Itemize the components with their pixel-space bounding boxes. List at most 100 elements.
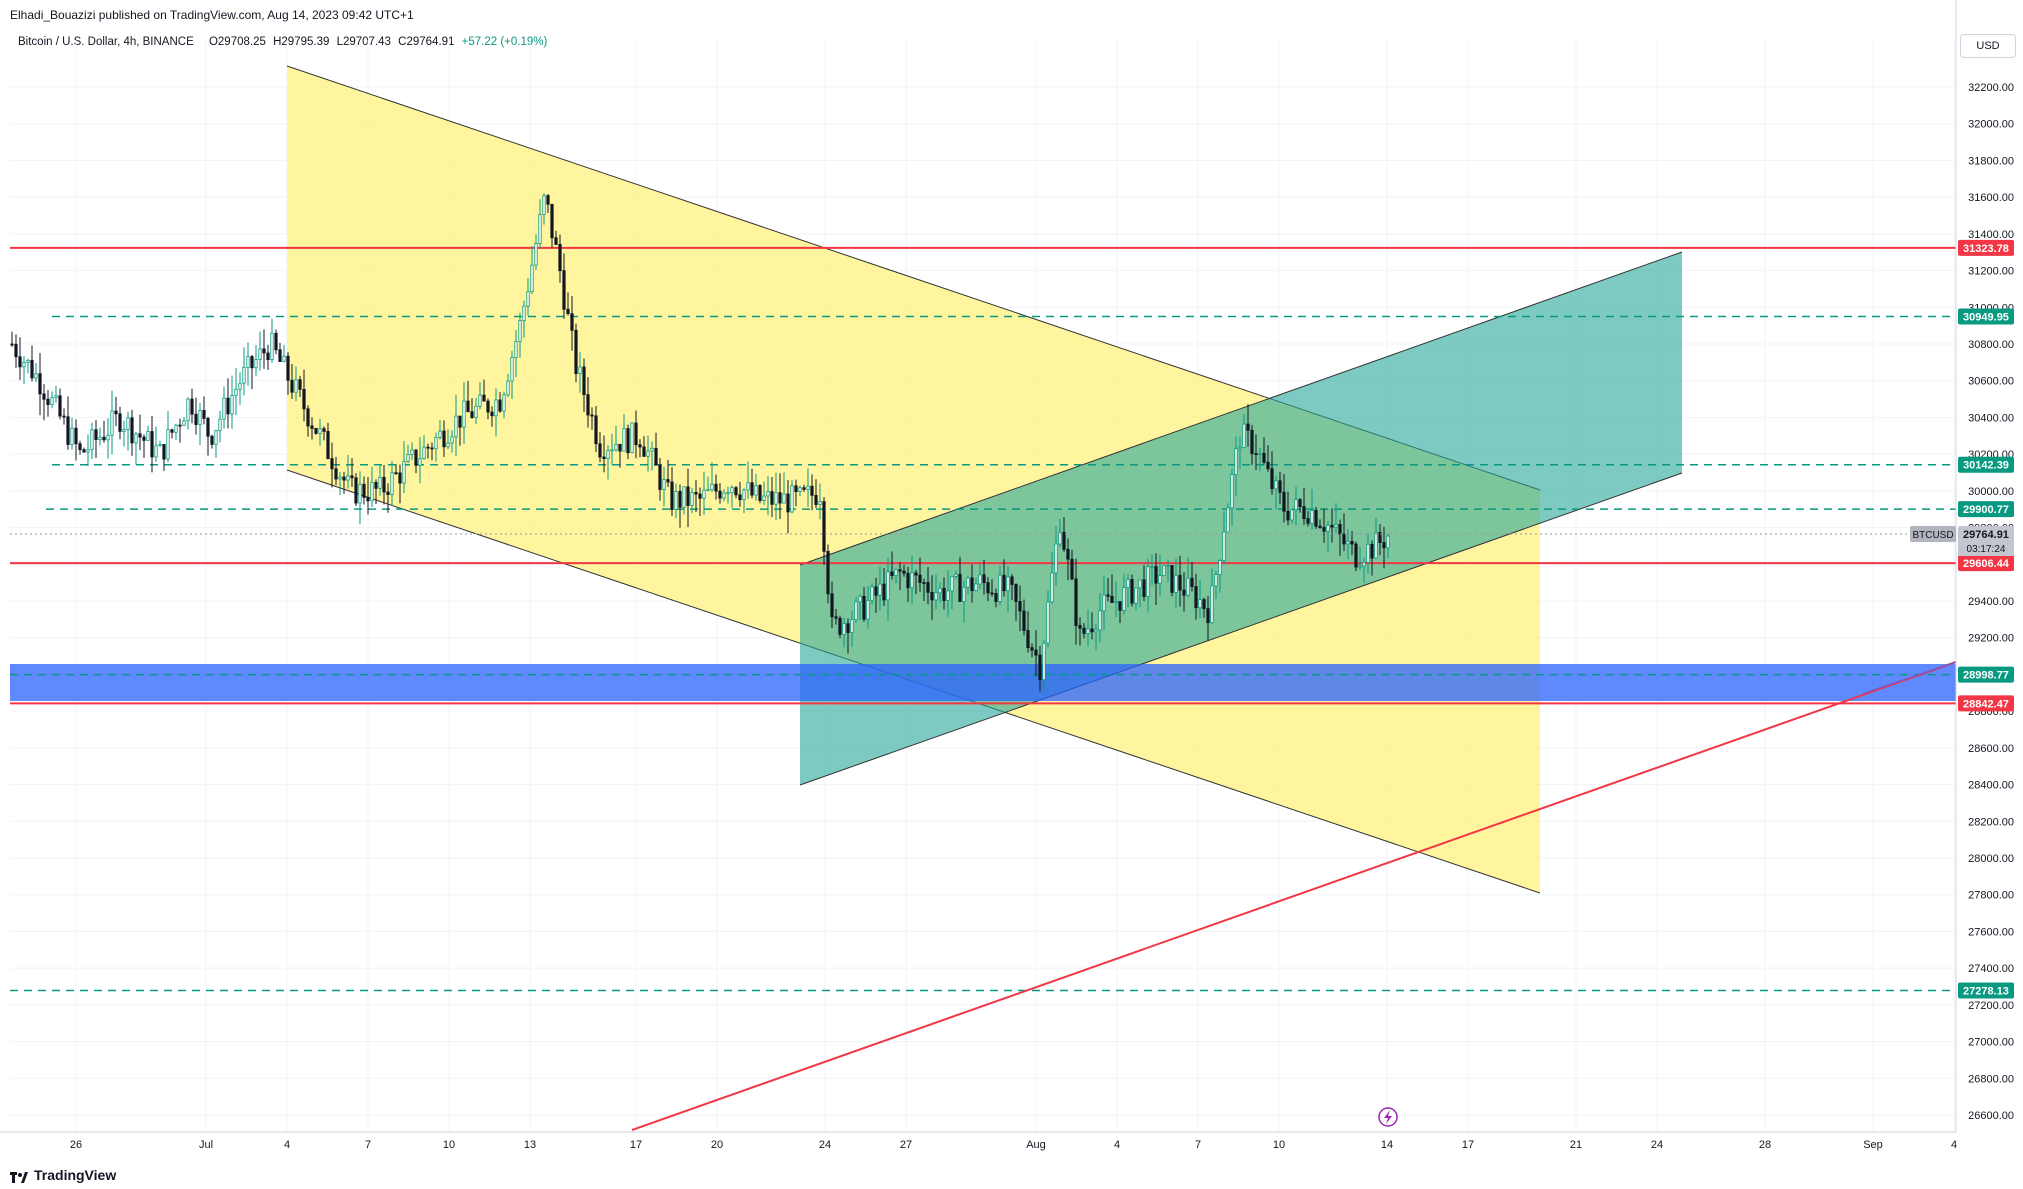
candle-body: [266, 352, 270, 361]
time-tick-label: 21: [1570, 1139, 1582, 1151]
candle-body: [1230, 474, 1234, 509]
candle-body: [262, 348, 266, 354]
candle-body: [670, 481, 674, 510]
price-tick-label: 28000.00: [1968, 853, 2014, 865]
candle-body: [814, 494, 818, 505]
candle-body: [122, 429, 126, 432]
candle-body: [334, 468, 338, 480]
candle-body: [778, 492, 782, 504]
blue-support-zone[interactable]: [10, 664, 1956, 701]
price-level-tag: [1958, 501, 2014, 518]
candle-body: [74, 427, 78, 445]
candle-body: [470, 411, 474, 418]
candle-body: [830, 593, 834, 618]
candle-body: [1106, 594, 1110, 597]
candle-body: [446, 442, 450, 448]
candle-body: [826, 550, 830, 595]
teal-channel-fill[interactable]: [800, 252, 1682, 785]
candle-body: [326, 430, 330, 460]
price-tick-label: 30800.00: [1968, 339, 2014, 351]
candle-body: [754, 485, 758, 496]
candle-body: [510, 357, 514, 382]
candle-body: [1374, 532, 1378, 559]
price-tick-label: 29400.00: [1968, 596, 2014, 608]
candle-body: [230, 395, 234, 415]
candle-body: [474, 405, 478, 418]
candle-body: [570, 313, 574, 331]
candle-body: [1226, 507, 1230, 533]
symbol-line[interactable]: Bitcoin / U.S. Dollar, 4h, BINANCE: [18, 36, 194, 48]
time-axis[interactable]: 26 Jul 4 7 10 13 17 20 24 27 Aug 4 7 10 14 17 21 24 28 Sep 4: [0, 1131, 1957, 1151]
candle-body: [1138, 579, 1142, 589]
candle-body: [130, 417, 134, 444]
candle-body: [850, 619, 854, 634]
candle-body: [114, 410, 118, 415]
candle-body: [98, 436, 102, 440]
candle-body: [638, 444, 642, 448]
candle-body: [346, 475, 350, 481]
candle-body: [534, 243, 538, 266]
candle-body: [914, 572, 918, 576]
price-level-tag-text: 28842.47: [1963, 698, 2009, 710]
time-tick-label: 4: [1114, 1139, 1120, 1151]
candle-body: [286, 355, 290, 381]
last-price-marker: BTCUSD 29764.91 03:17:24: [10, 526, 2014, 557]
candle-body: [834, 616, 838, 619]
candle-body: [878, 583, 882, 596]
candle-body: [974, 583, 978, 592]
lightning-event-icon[interactable]: [1378, 1107, 1398, 1127]
candle-body: [1194, 586, 1198, 609]
candle-body: [302, 388, 306, 410]
candle-body: [1202, 599, 1206, 610]
candle-body: [354, 477, 358, 504]
red-trend-line[interactable]: [631, 661, 1957, 1131]
candle-body: [886, 571, 890, 601]
candle-body: [58, 395, 62, 417]
teal-channel-upper-line[interactable]: [799, 251, 1683, 566]
candle-body: [26, 359, 30, 363]
candle-body: [1050, 572, 1054, 603]
purple-trend-line-tail[interactable]: [1861, 661, 1957, 695]
candle-body: [1142, 579, 1146, 597]
candle-body: [190, 398, 194, 415]
candle-body: [178, 424, 182, 427]
candle-body: [226, 397, 230, 415]
tradingview-logo[interactable]: TradingView: [10, 1167, 116, 1183]
candle-body: [1302, 506, 1306, 520]
currency-selector[interactable]: USD: [1960, 34, 2016, 58]
candle-body: [418, 458, 422, 466]
candle-body: [1330, 524, 1334, 528]
candle-body: [1238, 446, 1242, 450]
candle-body: [70, 427, 74, 445]
last-price-tag: [1958, 526, 2014, 557]
candle-body: [602, 456, 606, 460]
candle-body: [126, 417, 130, 430]
candle-body: [158, 444, 162, 447]
candle-body: [1282, 491, 1286, 512]
candle-body: [550, 203, 554, 239]
teal-channel-lower-line[interactable]: [799, 472, 1683, 786]
candle-body: [574, 329, 578, 375]
candle-body: [766, 491, 770, 497]
candle-body: [1082, 627, 1086, 634]
candle-body: [34, 373, 38, 379]
price-level-tag-text: 30142.39: [1963, 460, 2009, 472]
published-line: Elhadi_Bouazizi published on TradingView…: [10, 8, 414, 22]
time-tick-label: 24: [1651, 1139, 1663, 1151]
candle-body: [1362, 562, 1366, 567]
candle-body: [146, 431, 150, 441]
time-tick-label: Jul: [199, 1139, 213, 1151]
candle-body: [10, 343, 14, 346]
candle-body: [542, 195, 546, 216]
candle-body: [410, 449, 414, 455]
candle-body: [1014, 584, 1018, 602]
candle-body: [1342, 533, 1346, 545]
candle-body: [38, 373, 42, 395]
candle-body: [610, 449, 614, 452]
candle-body: [218, 418, 222, 431]
candle-body: [254, 359, 258, 369]
candle-body: [1286, 510, 1290, 521]
candle-body: [1274, 480, 1278, 490]
